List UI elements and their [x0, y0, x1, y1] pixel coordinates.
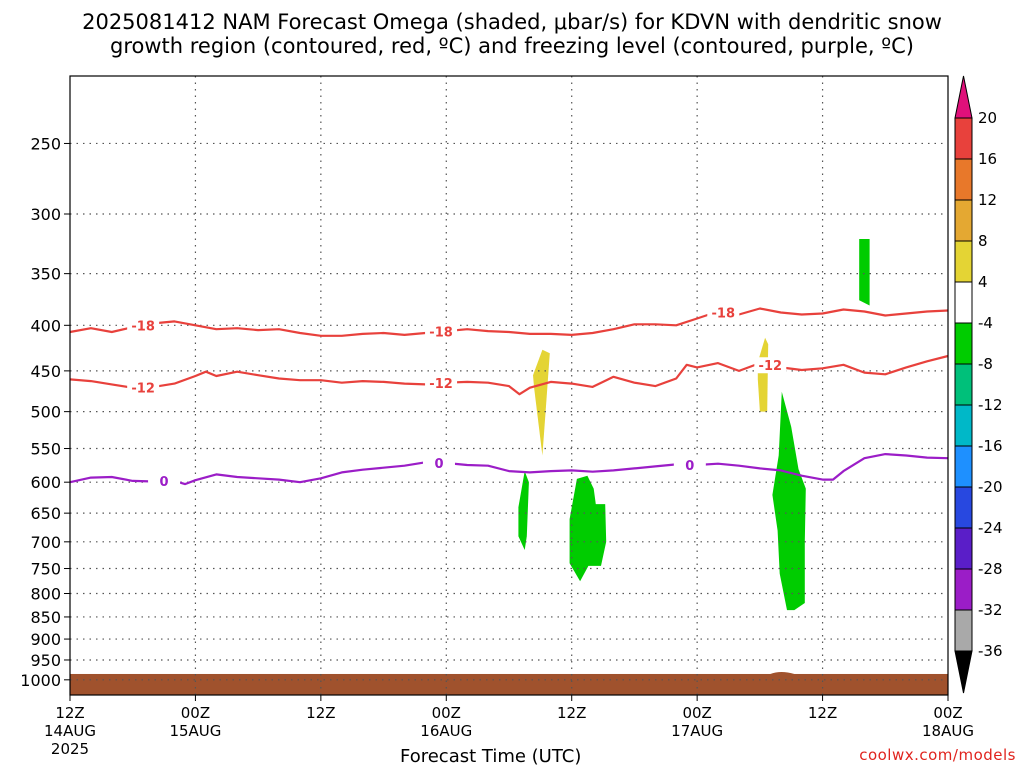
contour-label--18-1: -18	[429, 326, 453, 341]
contour-label-0-0: 0	[160, 475, 169, 490]
credit-link[interactable]: coolwx.com/models	[859, 746, 1016, 764]
colorbar-bin-13	[954, 609, 973, 652]
colorbar-bin-11	[954, 527, 973, 570]
x-tick-label-7-0: 00Z	[933, 704, 962, 722]
x-tick-label-0-2: 2025	[51, 740, 89, 758]
ground-bump	[770, 671, 795, 674]
y-tick-label-450: 450	[30, 362, 61, 381]
colorbar-label-12: -32	[978, 601, 1003, 619]
contour-label-bg--12-0	[127, 379, 160, 396]
contour-line--18	[69, 307, 949, 337]
colorbar-bin-6	[954, 322, 973, 365]
y-tick-label-800: 800	[30, 584, 61, 603]
colorbar-label-9: -20	[978, 478, 1003, 496]
colorbar-bin-9	[954, 445, 973, 488]
colorbar-bin-12	[954, 568, 973, 611]
colorbar-label-8: -16	[978, 437, 1003, 455]
colorbar-label-7: -12	[978, 396, 1003, 414]
contour-label-bg-0-0	[148, 473, 181, 490]
contour-label--18-2: -18	[712, 306, 736, 321]
omega-region-green-cell-3	[772, 391, 806, 611]
y-tick-label-350: 350	[30, 265, 61, 284]
contour-label-0-1: 0	[434, 457, 443, 472]
contour-line-0	[69, 453, 949, 486]
colorbar-label-2: 12	[978, 191, 997, 209]
x-tick-label-3-0: 00Z	[432, 704, 461, 722]
colorbar-bin-1	[954, 117, 973, 160]
colorbar-top-triangle	[954, 75, 973, 119]
y-tick-label-750: 750	[30, 560, 61, 579]
colorbar-label-4: 4	[978, 273, 988, 291]
chart-title-line-2: growth region (contoured, red, ºC) and f…	[110, 34, 914, 58]
colorbar-label-11: -28	[978, 560, 1003, 578]
x-tick-label-2-0: 12Z	[306, 704, 335, 722]
contour-label--18-0: -18	[131, 319, 155, 334]
y-tick-label-850: 850	[30, 608, 61, 627]
colorbar-bin-4	[954, 240, 973, 283]
contour-label-0-2: 0	[685, 459, 694, 474]
colorbar-label-3: 8	[978, 232, 988, 250]
chart-title-line-1: 2025081412 NAM Forecast Omega (shaded, μ…	[82, 10, 942, 34]
colorbar-bin-5	[954, 281, 973, 324]
omega-region-green-cell-2	[569, 475, 607, 582]
y-tick-label-400: 400	[30, 316, 61, 335]
contour-label-bg--18-2	[707, 304, 740, 321]
contour-label--12-0: -12	[131, 381, 155, 396]
x-tick-label-4-0: 12Z	[557, 704, 586, 722]
ground-layer	[70, 673, 948, 695]
x-tick-label-6-0: 12Z	[808, 704, 837, 722]
x-tick-label-7-1: 18AUG	[922, 722, 974, 740]
contour-label-bg-0-2	[673, 456, 706, 473]
colorbar-label-6: -8	[978, 355, 993, 373]
x-axis-title: Forecast Time (UTC)	[400, 746, 582, 767]
colorbar-label-1: 16	[978, 150, 997, 168]
colorbar-bin-2	[954, 158, 973, 201]
contour-label--12-2: -12	[759, 359, 783, 374]
x-tick-label-1-0: 00Z	[181, 704, 210, 722]
x-tick-label-1-1: 15AUG	[169, 722, 221, 740]
colorbar-label-13: -36	[978, 642, 1003, 660]
y-tick-label-600: 600	[30, 473, 61, 492]
colorbar-label-0: 20	[978, 109, 997, 127]
x-tick-label-0-0: 12Z	[55, 704, 84, 722]
y-tick-label-500: 500	[30, 403, 61, 422]
y-tick-label-250: 250	[30, 134, 61, 153]
omega-region-yellow-cell-2	[757, 337, 769, 412]
plot-frame	[69, 75, 949, 696]
contour-label--12-1: -12	[429, 377, 453, 392]
colorbar-bin-7	[954, 363, 973, 406]
omega-region-green-cell-4	[859, 239, 870, 306]
x-tick-label-0-1: 14AUG	[44, 722, 96, 740]
y-tick-label-700: 700	[30, 533, 61, 552]
contour-label-bg--18-0	[127, 317, 160, 334]
y-tick-label-1000: 1000	[20, 671, 61, 690]
colorbar-bin-3	[954, 199, 973, 242]
y-tick-label-550: 550	[30, 440, 61, 459]
y-tick-label-950: 950	[30, 651, 61, 670]
x-tick-label-5-0: 00Z	[682, 704, 711, 722]
y-tick-label-900: 900	[30, 630, 61, 649]
omega-region-yellow-cell-1	[533, 349, 550, 456]
contour-label-bg--18-1	[425, 323, 458, 340]
omega-region-green-cell-1	[518, 471, 529, 550]
y-tick-label-650: 650	[30, 504, 61, 523]
x-tick-label-3-1: 16AUG	[420, 722, 472, 740]
colorbar-label-5: -4	[978, 314, 993, 332]
colorbar-bin-8	[954, 404, 973, 447]
y-tick-label-300: 300	[30, 205, 61, 224]
colorbar-label-10: -24	[978, 519, 1003, 537]
contour-label-bg-0-1	[422, 454, 455, 471]
contour-line--12	[69, 354, 949, 396]
contour-label-bg--12-2	[754, 357, 787, 374]
x-tick-label-5-1: 17AUG	[671, 722, 723, 740]
colorbar-bin-10	[954, 486, 973, 529]
colorbar-bottom-triangle	[954, 650, 973, 694]
contour-label-bg--12-1	[425, 375, 458, 392]
